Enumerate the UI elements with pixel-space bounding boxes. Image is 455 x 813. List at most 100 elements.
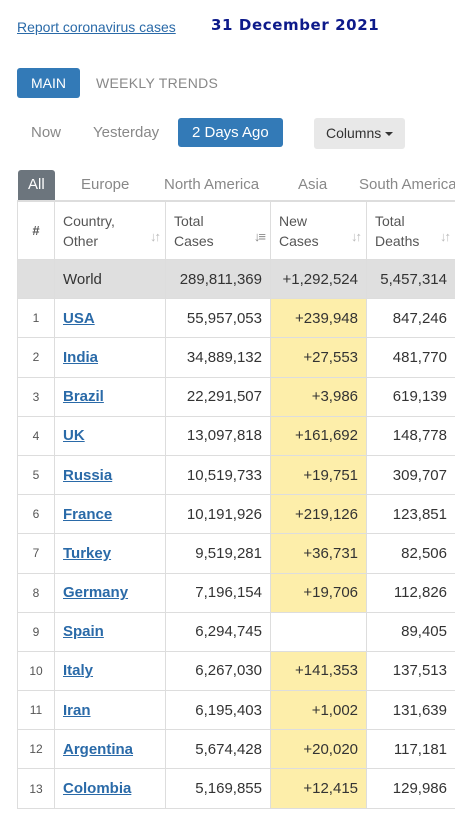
new-cases-cell: +19,751 [270,454,367,496]
total-deaths-cell: 481,770 [366,337,455,378]
rank-cell: 6 [17,494,55,535]
total-cases-cell: 13,097,818 [165,415,271,456]
new-cases-cell: +1,002 [270,690,367,731]
world-new-cases: +1,292,524 [270,258,367,300]
country-cell: Colombia [54,768,166,809]
table-row: 11 Iran 6,195,403 +1,002 131,639 [17,690,455,731]
tab-two-days-ago[interactable]: 2 Days Ago [178,118,283,147]
sort-icon: ↓↑ [150,229,161,244]
columns-dropdown-button[interactable]: Columns [314,118,406,149]
col-header-rank: # [17,201,55,260]
country-link[interactable]: Colombia [63,780,132,798]
region-tab-north-america[interactable]: North America [164,176,260,193]
country-cell: Turkey [54,533,166,574]
table-row: 4 UK 13,097,818 +161,692 148,778 [17,415,455,456]
table-row: 9 Spain 6,294,745 89,405 [17,611,455,652]
country-link[interactable]: Turkey [63,544,112,562]
main-tabs: MAIN WEEKLY TRENDS [17,68,218,98]
world-total-deaths: 5,457,314 [366,258,455,300]
new-cases-cell: +36,731 [270,533,367,574]
country-link[interactable]: India [63,348,99,366]
total-deaths-cell: 137,513 [366,650,455,692]
day-selector: Now Yesterday 2 Days Ago Columns [17,118,455,149]
table-row: 2 India 34,889,132 +27,553 481,770 [17,337,455,378]
country-link[interactable]: Italy [63,662,94,680]
table-row: 13 Colombia 5,169,855 +12,415 129,986 [17,768,455,809]
rank-cell: 9 [17,611,55,652]
rank-cell: 1 [17,298,55,339]
table-row: 8 Germany 7,196,154 +19,706 112,826 [17,572,455,613]
rank-cell: 3 [17,376,55,417]
table-row: 1 USA 55,957,053 +239,948 847,246 [17,298,455,339]
country-cell: Argentina [54,729,166,770]
table-row: 6 France 10,191,926 +219,126 123,851 [17,494,455,535]
new-cases-cell: +239,948 [270,298,367,339]
new-cases-cell: +27,553 [270,337,367,378]
total-cases-cell: 10,191,926 [165,494,271,535]
total-deaths-cell: 131,639 [366,690,455,731]
new-cases-cell: +20,020 [270,729,367,770]
columns-label: Columns [326,125,382,141]
country-link[interactable]: Germany [63,584,129,602]
total-cases-cell: 6,294,745 [165,611,271,652]
new-cases-cell: +3,986 [270,376,367,417]
total-deaths-cell: 148,778 [366,415,455,456]
region-tab-south-america[interactable]: South America [359,176,455,193]
country-cell: USA [54,298,166,339]
col-header-country[interactable]: Country, Other ↓↑ [54,201,166,260]
sort-desc-icon: ↓≡ [253,229,266,244]
sort-icon: ↓↑ [351,229,362,244]
report-cases-link[interactable]: Report coronavirus cases [17,19,176,35]
tab-now[interactable]: Now [31,124,62,141]
total-deaths-cell: 619,139 [366,376,455,417]
country-link[interactable]: Spain [63,623,104,641]
table-row: 5 Russia 10,519,733 +19,751 309,707 [17,454,455,496]
total-deaths-cell: 82,506 [366,533,455,574]
rank-cell: 13 [17,768,55,809]
new-cases-cell: +12,415 [270,768,367,809]
world-row: World 289,811,369 +1,292,524 5,457,314 [17,258,455,300]
tab-weekly-trends[interactable]: WEEKLY TRENDS [96,75,219,91]
new-cases-cell: +19,706 [270,572,367,613]
total-deaths-cell: 847,246 [366,298,455,339]
col-header-total-cases-line1: Total [174,212,204,229]
region-tab-all[interactable]: All [18,170,55,200]
cases-table-container: # Country, Other ↓↑ Total Cases ↓≡ New C… [17,200,455,813]
country-link[interactable]: Argentina [63,740,134,758]
country-link[interactable]: Iran [63,701,91,719]
country-link[interactable]: Russia [63,466,113,484]
total-deaths-cell: 112,826 [366,572,455,613]
country-cell: Russia [54,454,166,496]
tab-main[interactable]: MAIN [17,68,80,98]
table-header-row: # Country, Other ↓↑ Total Cases ↓≡ New C… [17,201,455,260]
tab-yesterday[interactable]: Yesterday [93,124,160,141]
total-deaths-cell: 309,707 [366,454,455,496]
region-tab-europe[interactable]: Europe [81,176,130,193]
country-link[interactable]: UK [63,427,85,445]
country-cell: UK [54,415,166,456]
col-header-total-deaths[interactable]: Total Deaths ↓↑ [366,201,455,260]
rank-cell: 8 [17,572,55,613]
country-link[interactable]: USA [63,309,95,327]
rank-cell: 12 [17,729,55,770]
table-row: 3 Brazil 22,291,507 +3,986 619,139 [17,376,455,417]
region-tabs: All Europe North America Asia South Amer… [18,170,455,200]
new-cases-cell: +141,353 [270,650,367,692]
table-row: 10 Italy 6,267,030 +141,353 137,513 [17,650,455,692]
country-cell: France [54,494,166,535]
total-deaths-cell: 89,405 [366,611,455,652]
country-cell: Spain [54,611,166,652]
rank-cell: 11 [17,690,55,731]
rank-cell: 4 [17,415,55,456]
rank-cell: 10 [17,650,55,692]
caret-down-icon [385,132,394,137]
country-cell: Italy [54,650,166,692]
region-tab-asia[interactable]: Asia [298,176,328,193]
col-header-total-cases[interactable]: Total Cases ↓≡ [165,201,271,260]
country-link[interactable]: France [63,505,113,523]
country-link[interactable]: Brazil [63,388,104,406]
country-cell: India [54,337,166,378]
col-header-new-cases[interactable]: New Cases ↓↑ [270,201,367,260]
table-row: 7 Turkey 9,519,281 +36,731 82,506 [17,533,455,574]
total-cases-cell: 10,519,733 [165,454,271,496]
